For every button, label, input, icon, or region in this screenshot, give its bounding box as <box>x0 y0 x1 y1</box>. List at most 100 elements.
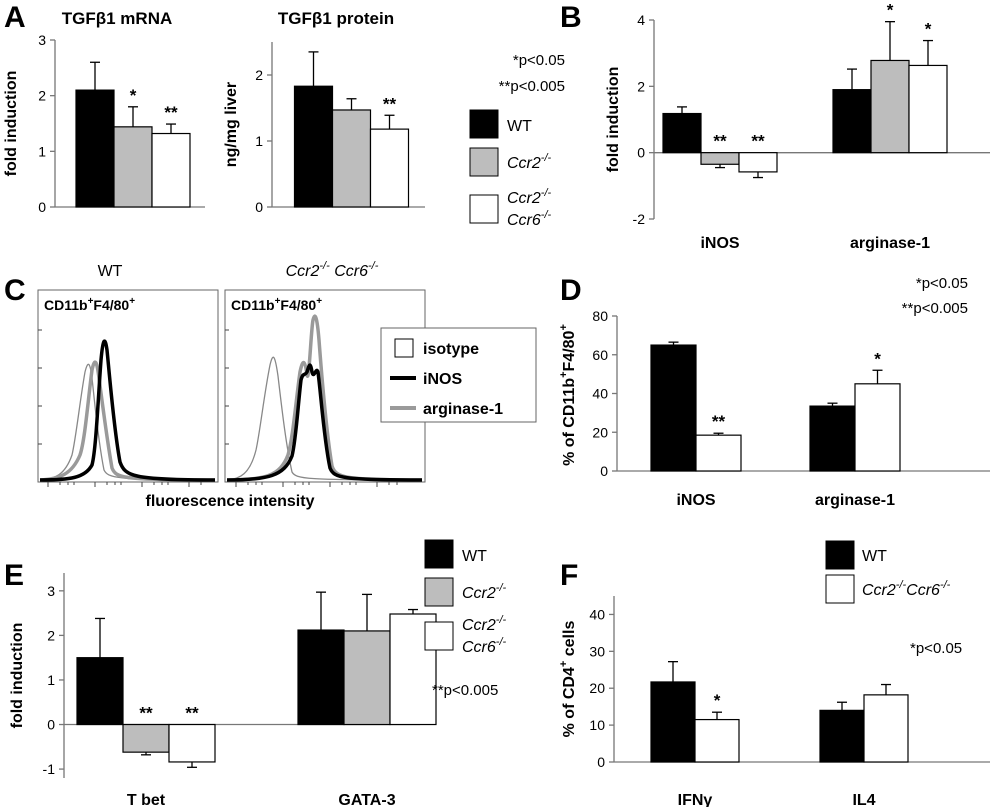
legend-e: WT Ccr2-/- Ccr2-/- Ccr6-/- <box>424 539 507 656</box>
annotation-f-p005: *p<0.05 <box>910 640 962 657</box>
bar-d-wt-1 <box>809 405 856 472</box>
legend-c-arginase-label: arginase-1 <box>423 401 503 418</box>
annotation-a-p005: *p<0.05 <box>513 52 565 69</box>
y-tick-label-b: 2 <box>637 78 645 94</box>
y-tick-label-d: 40 <box>592 386 608 402</box>
bar-e-wt-0 <box>76 657 124 726</box>
bar-b-ccr2-0 <box>700 152 740 165</box>
y-axis-label-f: % of CD4+ cells <box>558 621 578 738</box>
legend-f-ccr26-label: Ccr2-/-Ccr6-/- <box>862 579 951 599</box>
chart-title-a-protein: TGFβ1 protein <box>278 9 394 28</box>
histogram-wt-yticks <box>38 329 229 445</box>
bar-f-ccr26-0 <box>694 718 740 763</box>
panel-letter-e: E <box>4 559 24 592</box>
histogram-ko-inos-curve <box>226 363 423 482</box>
y-tick-label-b: -2 <box>633 211 646 227</box>
legend-e-wt-swatch <box>424 539 454 569</box>
histogram-wt-arginase-curve <box>39 360 216 482</box>
bar-e-ccr2-1 <box>343 630 391 726</box>
significance-f-ccr26-0: * <box>714 691 721 710</box>
y-tick-label-e: 0 <box>47 717 55 733</box>
y-axis-label-d: % of CD11b+F4/80+ <box>558 324 578 466</box>
legend-c-isotype-swatch <box>394 338 414 358</box>
panel-letter-d: D <box>560 274 582 307</box>
significance-a-protein-ccr26-0: ** <box>383 94 397 113</box>
legend-a-wt-label: WT <box>507 118 532 135</box>
bar-f-wt-0 <box>650 681 696 763</box>
category-label-f-il4: IL4 <box>852 792 875 807</box>
bar-a-protein-wt-0 <box>293 85 334 208</box>
bar-d-ccr26-1 <box>854 383 901 472</box>
legend-c: isotype iNOS arginase-1 <box>380 327 537 423</box>
chart-title-a-mrna: TGFβ1 mRNA <box>62 9 173 28</box>
legend-f-ccr26-swatch <box>825 574 855 604</box>
y-tick-label-a-protein: 0 <box>255 199 263 215</box>
bar-e-wt-1 <box>297 629 345 726</box>
category-label-e-gata-3: GATA-3 <box>338 792 395 807</box>
y-tick-label-a-protein: 1 <box>255 133 263 149</box>
histogram-ko-gate: CD11b+F4/80+ <box>231 296 322 313</box>
y-axis-label-a-mrna: fold induction <box>3 71 20 177</box>
annotation-e-p0005: **p<0.005 <box>432 682 498 699</box>
bar-f-ccr26-1 <box>863 694 909 763</box>
histogram-wt-isotype-curve <box>39 363 216 481</box>
bar-e-ccr2-0 <box>122 723 170 753</box>
chart-e: -1 0 1 2 3 fold induction ** ** T bet GATA-3 <box>9 573 437 807</box>
significance-d-ccr26-0: ** <box>712 412 726 431</box>
bar-b-ccr2-1 <box>870 59 910 154</box>
bar-a-mrna-ccr26-0 <box>151 132 191 208</box>
significance-b-ccr26-0: ** <box>751 132 765 151</box>
significance-a-mrna-ccr2-0: * <box>130 86 137 105</box>
histogram-xticks <box>47 482 398 487</box>
panel-letter-f: F <box>560 559 578 592</box>
legend-a: WT Ccr2-/- Ccr2-/- Ccr6-/- <box>469 109 552 229</box>
y-tick-label-a-mrna: 1 <box>38 143 46 159</box>
legend-f-wt-label: WT <box>862 548 887 565</box>
y-tick-label-d: 0 <box>600 463 608 479</box>
significance-e-ccr26-0: ** <box>185 704 199 723</box>
bar-b-wt-0 <box>662 112 702 154</box>
chart-f: 0 10 20 30 40 % of CD4+ cells * IFNγ IL4 <box>558 596 990 807</box>
legend-a-ccr2-label: Ccr2-/- <box>507 152 552 172</box>
panel-letter-b: B <box>560 1 582 34</box>
y-tick-label-e: 3 <box>47 583 55 599</box>
bar-e-ccr26-0 <box>168 723 216 763</box>
y-tick-label-f: 10 <box>589 717 605 733</box>
legend-a-ccr26-swatch <box>469 194 499 224</box>
y-tick-label-f: 40 <box>589 606 605 622</box>
y-axis-label-a-protein: ng/mg liver <box>223 82 240 167</box>
bar-f-wt-1 <box>819 709 865 763</box>
legend-e-ccr2-label: Ccr2-/- <box>462 582 507 602</box>
bar-a-mrna-wt-0 <box>75 89 115 208</box>
chart-d: 0 20 40 60 80 % of CD11b+F4/80+ ** iNOS * arginas… <box>558 308 990 509</box>
legend-f: WT Ccr2-/-Ccr6-/- <box>825 540 951 604</box>
significance-e-ccr2-0: ** <box>139 704 153 723</box>
y-tick-label-f: 20 <box>589 680 605 696</box>
histogram-ko-title: Ccr2-/- Ccr6-/- <box>286 260 379 280</box>
significance-b-ccr2-0: ** <box>713 132 727 151</box>
legend-e-ccr2-swatch <box>424 577 454 607</box>
y-tick-label-a-mrna: 2 <box>38 88 46 104</box>
y-tick-label-f: 0 <box>597 754 605 770</box>
annotation-a-p0005: **p<0.005 <box>499 78 565 95</box>
bar-a-protein-ccr2-0 <box>331 109 372 208</box>
y-tick-label-d: 80 <box>592 308 608 324</box>
legend-c-isotype-label: isotype <box>423 341 479 358</box>
bar-d-wt-0 <box>650 344 697 472</box>
legend-a-ccr26-label-1: Ccr2-/- <box>507 187 552 207</box>
legend-e-ccr26-label-2: Ccr6-/- <box>462 636 507 656</box>
y-tick-label-d: 20 <box>592 424 608 440</box>
y-tick-label-a-mrna: 3 <box>38 32 46 48</box>
y-tick-label-a-protein: 2 <box>255 67 263 83</box>
bar-d-ccr26-0 <box>695 434 742 472</box>
annotation-d-p005: *p<0.05 <box>916 275 968 292</box>
legend-a-ccr2-swatch <box>469 147 499 177</box>
significance-b-ccr2-1: * <box>887 1 894 20</box>
bar-b-ccr26-0 <box>738 152 778 173</box>
bar-b-ccr26-1 <box>908 64 948 154</box>
category-label-d-arginase-1: arginase-1 <box>815 492 895 509</box>
legend-c-inos-label: iNOS <box>423 371 462 388</box>
legend-a-wt-swatch <box>469 109 499 139</box>
